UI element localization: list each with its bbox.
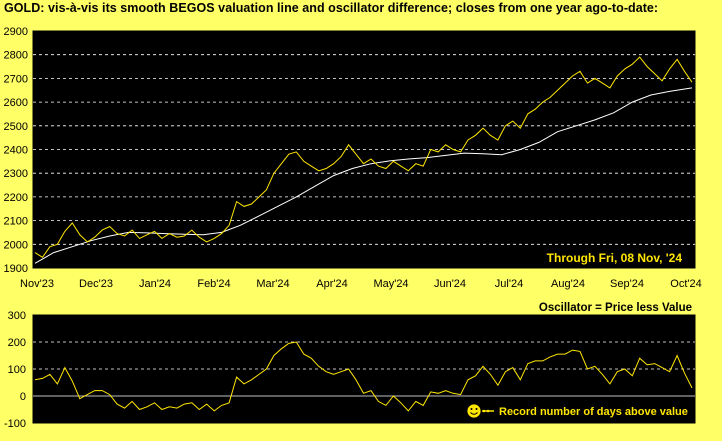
oscillator-y-tick-label: -100 bbox=[4, 418, 26, 430]
smiley-face-icon bbox=[466, 403, 494, 419]
oscillator-line bbox=[34, 341, 693, 412]
value-line bbox=[34, 87, 693, 264]
x-tick-label: Dec'23 bbox=[79, 278, 113, 290]
x-tick-label: Jan'24 bbox=[139, 278, 171, 290]
x-tick-labels: Nov'23 Dec'23 Jan'24 Feb'24 Mar'24 Apr'24 May'… bbox=[20, 278, 702, 290]
x-tick-label: Apr'24 bbox=[316, 278, 347, 290]
x-tick-label: May'24 bbox=[373, 278, 408, 290]
oscillator-title: Oscillator = Price less Value bbox=[539, 302, 692, 314]
oscillator-gridlines bbox=[33, 341, 695, 397]
main-y-tick-labels: 1900 2000 2100 2200 2300 2400 2500 2600 2700 2800… bbox=[4, 26, 28, 275]
main-y-tick-label: 2200 bbox=[4, 192, 28, 204]
main-y-tick-label: 2500 bbox=[4, 121, 28, 133]
x-tick-label: Aug'24 bbox=[551, 278, 585, 290]
x-tick-label: Sep'24 bbox=[610, 278, 644, 290]
main-y-tick-label: 2700 bbox=[4, 73, 28, 85]
oscillator-y-tick-label: 300 bbox=[8, 310, 26, 322]
oscillator-y-tick-label: 0 bbox=[20, 391, 26, 403]
x-tick-label: Oct'24 bbox=[670, 278, 701, 290]
main-y-tick-label: 1900 bbox=[4, 263, 28, 275]
main-y-tick-label: 2000 bbox=[4, 239, 28, 251]
main-y-tick-label: 2300 bbox=[4, 168, 28, 180]
oscillator-y-tick-labels: -100 0 100 200 300 bbox=[4, 310, 26, 430]
main-y-tick-label: 2900 bbox=[4, 26, 28, 38]
x-tick-label: Jun'24 bbox=[434, 278, 466, 290]
x-tick-label: Feb'24 bbox=[197, 278, 230, 290]
record-days-annotation: Record number of days above value bbox=[499, 406, 688, 418]
price-line bbox=[34, 56, 693, 258]
main-gridlines bbox=[33, 54, 695, 245]
through-date-annotation: Through Fri, 08 Nov, '24 bbox=[547, 251, 683, 265]
x-tick-label: Mar'24 bbox=[256, 278, 289, 290]
main-y-tick-label: 2400 bbox=[4, 145, 28, 157]
oscillator-y-tick-label: 200 bbox=[8, 337, 26, 349]
main-y-tick-label: 2100 bbox=[4, 216, 28, 228]
chart-title: GOLD: vis-à-vis its smooth BEGOS valuati… bbox=[4, 1, 659, 15]
oscillator-y-tick-label: 100 bbox=[8, 364, 26, 376]
main-y-tick-label: 2600 bbox=[4, 97, 28, 109]
x-tick-label: Jul'24 bbox=[495, 278, 523, 290]
main-y-tick-label: 2800 bbox=[4, 50, 28, 62]
x-tick-label: Nov'23 bbox=[20, 278, 54, 290]
